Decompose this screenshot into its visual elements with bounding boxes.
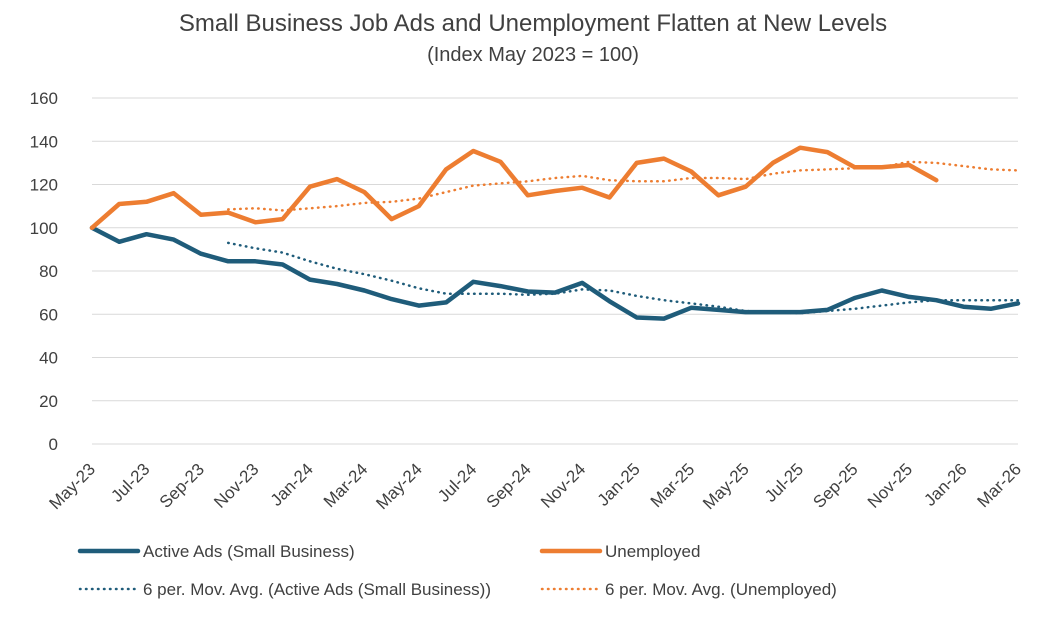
series-line-1 xyxy=(89,145,939,231)
x-tick-label: May-25 xyxy=(699,460,753,514)
legend-label-1: Unemployed xyxy=(605,542,700,561)
series-line-3 xyxy=(226,160,1020,212)
y-tick-label: 0 xyxy=(49,435,58,454)
legend-label-3: 6 per. Mov. Avg. (Unemployed) xyxy=(605,580,837,599)
x-tick-label: Jul-23 xyxy=(107,460,153,506)
y-tick-label: 80 xyxy=(39,262,58,281)
chart-title: Small Business Job Ads and Unemployment … xyxy=(178,10,888,37)
series-line-2 xyxy=(226,241,1020,315)
x-tick-label: Nov-23 xyxy=(210,460,262,512)
x-tick-label: Jan-26 xyxy=(920,460,970,510)
y-tick-label: 40 xyxy=(39,349,58,368)
y-tick-label: 100 xyxy=(30,219,58,238)
y-tick-label: 160 xyxy=(30,89,58,108)
x-tick-label: Sep-23 xyxy=(156,460,208,512)
x-tick-label: Mar-26 xyxy=(974,460,1026,512)
x-tick-label: May-24 xyxy=(372,460,426,514)
x-tick-label: Sep-25 xyxy=(809,460,861,512)
series-line-0 xyxy=(89,225,1021,321)
x-tick-label: Mar-24 xyxy=(320,460,372,512)
x-tick-label: Jan-24 xyxy=(267,460,317,510)
y-tick-label: 140 xyxy=(30,132,58,151)
x-tick-label: Sep-24 xyxy=(483,460,535,512)
y-tick-label: 60 xyxy=(39,305,58,324)
x-tick-label: Mar-25 xyxy=(647,460,699,512)
legend-label-0: Active Ads (Small Business) xyxy=(143,542,355,561)
chart-subtitle: (Index May 2023 = 100) xyxy=(427,44,639,66)
y-tick-label: 20 xyxy=(39,392,58,411)
x-tick-label: Jul-25 xyxy=(761,460,807,506)
x-tick-label: Jan-25 xyxy=(594,460,644,510)
y-tick-label: 120 xyxy=(30,176,58,195)
x-tick-label: Jul-24 xyxy=(434,460,480,506)
x-tick-label: May-23 xyxy=(46,460,100,514)
legend-label-2: 6 per. Mov. Avg. (Active Ads (Small Busi… xyxy=(143,580,491,599)
x-tick-label: Nov-24 xyxy=(537,460,589,512)
x-tick-label: Nov-25 xyxy=(864,460,916,512)
